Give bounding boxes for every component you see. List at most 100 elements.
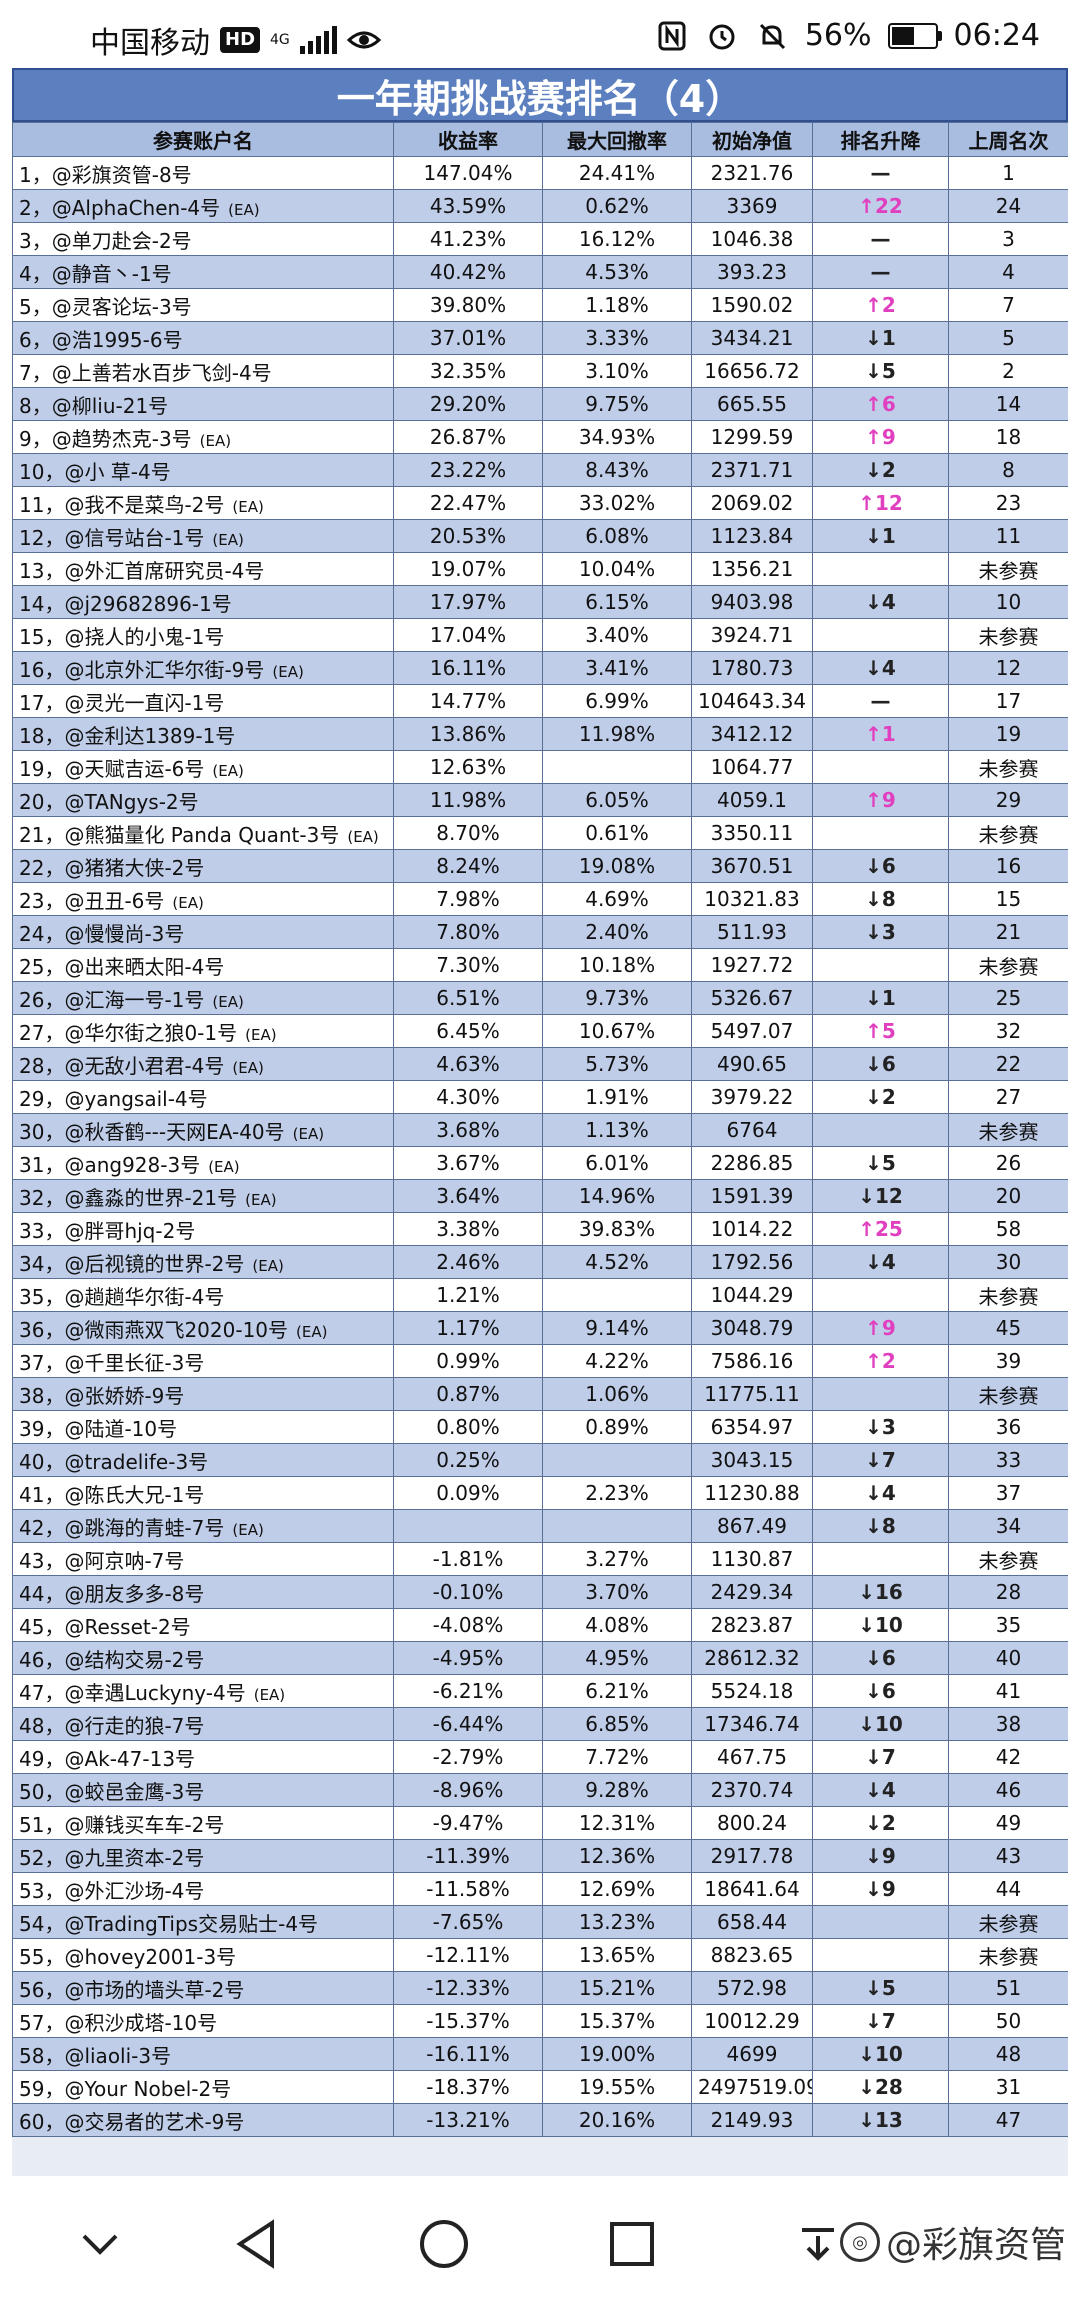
last-week-rank-cell: 未参赛 [948,948,1068,982]
table-row[interactable]: 37，@千里长征-3号 0.99% 4.22% 7586.16 ↑2 39 [12,1344,1068,1378]
return-cell: 13.86% [393,717,543,751]
table-row[interactable]: 49，@Ak-47-13号 -2.79% 7.72% 467.75 ↓7 42 [12,1740,1068,1774]
initial-nav-cell: 2917.78 [691,1839,813,1873]
rank-change-cell: ↑25 [812,1212,949,1246]
table-row[interactable]: 36，@微雨燕双飞2020-10号 (EA) 1.17% 9.14% 3048.79 ↑9… [12,1311,1068,1345]
account-name-cell: 47，@幸遇Luckyny-4号 (EA) [12,1674,394,1708]
account-name: 30，@秋香鹤---天网EA-40号 [19,1119,285,1144]
table-row[interactable]: 10，@小 草-4号 23.22% 8.43% 2371.71 ↓2 8 [12,453,1068,487]
table-row[interactable]: 57，@积沙成塔-10号 -15.37% 15.37% 10012.29 ↓7 50 [12,2004,1068,2038]
table-row[interactable]: 56，@市场的墙头草-2号 -12.33% 15.21% 572.98 ↓5 51 [12,1971,1068,2005]
table-row[interactable]: 8，@柳liu-21号 29.20% 9.75% 665.55 ↑6 14 [12,387,1068,421]
table-row[interactable]: 39，@陆道-10号 0.80% 0.89% 6354.97 ↓3 36 [12,1410,1068,1444]
account-name: 43，@阿京呐-7号 [19,1548,185,1573]
table-row[interactable]: 3，@单刀赴会-2号 41.23% 16.12% 1046.38—3 [12,222,1068,256]
table-row[interactable]: 33，@胖哥hjq-2号 3.38% 39.83% 1014.22 ↑25 58 [12,1212,1068,1246]
table-row[interactable]: 54，@TradingTips交易贴士-4号 -7.65% 13.23% 658.44… [12,1905,1068,1939]
table-row[interactable]: 44，@朋友多多-8号 -0.10% 3.70% 2429.34 ↓16 28 [12,1575,1068,1609]
table-row[interactable]: 13，@外汇首席研究员-4号 19.07% 10.04% 1356.21 未参赛 [12,552,1068,586]
max-drawdown-cell: 6.08% [542,519,692,553]
table-row[interactable]: 7，@上善若水百步飞剑-4号 32.35% 3.10% 16656.72 ↓5 2 [12,354,1068,388]
account-name-cell: 49，@Ak-47-13号 [12,1740,394,1774]
table-row[interactable]: 22，@猪猪大侠-2号 8.24% 19.08% 3670.51 ↓6 16 [12,849,1068,883]
return-cell: 29.20% [393,387,543,421]
table-row[interactable]: 48，@行走的狼-7号 -6.44% 6.85% 17346.74 ↓10 38 [12,1707,1068,1741]
home-icon[interactable] [416,2216,472,2272]
initial-nav-cell: 393.23 [691,255,813,289]
table-row[interactable]: 45，@Resset-2号 -4.08% 4.08% 2823.87 ↓10 35 [12,1608,1068,1642]
notification-shade-icon[interactable] [790,2216,846,2272]
table-row[interactable]: 59，@Your Nobel-2号 -18.37% 19.55% 2497519.09… [12,2070,1068,2104]
rank-change-cell: ↓4 [812,1245,949,1279]
table-row[interactable]: 29，@yangsail-4号 4.30% 1.91% 3979.22 ↓2 27 [12,1080,1068,1114]
table-row[interactable]: 30，@秋香鹤---天网EA-40号 (EA) 3.68% 1.13% 6764 未参赛 [12,1113,1068,1147]
table-row[interactable]: 52，@九里资本-2号 -11.39% 12.36% 2917.78 ↓9 43 [12,1839,1068,1873]
rank-change-cell [812,1542,949,1576]
rank-change-cell: — [812,255,949,289]
table-row[interactable]: 17，@灵光一直闪-1号 14.77% 6.99% 104643.34—17 [12,684,1068,718]
table-row[interactable]: 42，@跳海的青蛙-7号 (EA) 867.49 ↓8 34 [12,1509,1068,1543]
table-row[interactable]: 14，@j29682896-1号 17.97% 6.15% 9403.98 ↓4 10 [12,585,1068,619]
max-drawdown-cell: 7.72% [542,1740,692,1774]
table-row[interactable]: 51，@赚钱买车车-2号 -9.47% 12.31% 800.24 ↓2 49 [12,1806,1068,1840]
table-row[interactable]: 40，@tradelife-3号 0.25% 3043.15 ↓7 33 [12,1443,1068,1477]
rank-change-cell: ↓2 [812,1080,949,1114]
recents-icon[interactable] [604,2216,660,2272]
table-row[interactable]: 5，@灵客论坛-3号 39.80% 1.18% 1590.02 ↑2 7 [12,288,1068,322]
table-row[interactable]: 26，@汇海一号-1号 (EA) 6.51% 9.73% 5326.67 ↓1 25 [12,981,1068,1015]
account-name-cell: 10，@小 草-4号 [12,453,394,487]
rank-change-cell: ↑12 [812,486,949,520]
table-row[interactable]: 24，@慢慢尚-3号 7.80% 2.40% 511.93 ↓3 21 [12,915,1068,949]
table-row[interactable]: 60，@交易者的艺术-9号 -13.21% 20.16% 2149.93 ↓13 47 [12,2103,1068,2137]
last-week-rank-cell: 43 [948,1839,1068,1873]
table-row[interactable]: 1，@彩旗资管-8号 147.04% 24.41% 2321.76—1 [12,156,1068,190]
table-row[interactable]: 50，@蛟邑金鹰-3号 -8.96% 9.28% 2370.74 ↓4 46 [12,1773,1068,1807]
account-name-cell: 33，@胖哥hjq-2号 [12,1212,394,1246]
table-row[interactable]: 20，@TANgys-2号 11.98% 6.05% 4059.1 ↑9 29 [12,783,1068,817]
rank-change-cell: ↓9 [812,1839,949,1873]
collapse-icon[interactable] [72,2216,128,2272]
table-row[interactable]: 27，@华尔街之狼0-1号 (EA) 6.45% 10.67% 5497.07 ↑5 32 [12,1014,1068,1048]
account-name-cell: 45，@Resset-2号 [12,1608,394,1642]
table-row[interactable]: 2，@AlphaChen-4号 (EA) 43.59% 0.62% 3369 ↑22 24 [12,189,1068,223]
table-row[interactable]: 35，@趟趟华尔街-4号 1.21% 1044.29 未参赛 [12,1278,1068,1312]
table-row[interactable]: 53，@外汇沙场-4号 -11.58% 12.69% 18641.64 ↓9 44 [12,1872,1068,1906]
table-row[interactable]: 46，@结构交易-2号 -4.95% 4.95% 28612.32 ↓6 40 [12,1641,1068,1675]
table-row[interactable]: 19，@天赋吉运-6号 (EA) 12.63% 1064.77 未参赛 [12,750,1068,784]
table-row[interactable]: 47，@幸遇Luckyny-4号 (EA) -6.21% 6.21% 5524.18 ↓6… [12,1674,1068,1708]
table-row[interactable]: 43，@阿京呐-7号 -1.81% 3.27% 1130.87 未参赛 [12,1542,1068,1576]
table-row[interactable]: 38，@张娇娇-9号 0.87% 1.06% 11775.11 未参赛 [12,1377,1068,1411]
table-row[interactable]: 4，@静音丶-1号 40.42% 4.53% 393.23—4 [12,255,1068,289]
table-row[interactable]: 9，@趋势杰克-3号 (EA) 26.87% 34.93% 1299.59 ↑9 18 [12,420,1068,454]
table-row[interactable]: 15，@挠人的小鬼-1号 17.04% 3.40% 3924.71 未参赛 [12,618,1068,652]
table-row[interactable]: 12，@信号站台-1号 (EA) 20.53% 6.08% 1123.84 ↓1 11 [12,519,1068,553]
back-icon[interactable] [228,2216,284,2272]
return-cell: 40.42% [393,255,543,289]
table-row[interactable]: 23，@丑丑-6号 (EA) 7.98% 4.69% 10321.83 ↓8 15 [12,882,1068,916]
table-row[interactable]: 55，@hovey2001-3号 -12.11% 13.65% 8823.65 未参赛 [12,1938,1068,1972]
rank-change-cell: ↑9 [812,1311,949,1345]
account-name-cell: 51，@赚钱买车车-2号 [12,1806,394,1840]
table-row[interactable]: 28，@无敌小君君-4号 (EA) 4.63% 5.73% 490.65 ↓6 22 [12,1047,1068,1081]
nfc-icon [655,19,689,53]
max-drawdown-cell: 13.23% [542,1905,692,1939]
table-row[interactable]: 41，@陈氏大兄-1号 0.09% 2.23% 11230.88 ↓4 37 [12,1476,1068,1510]
table-row[interactable]: 31，@ang928-3号 (EA) 3.67% 6.01% 2286.85 ↓5 26 [12,1146,1068,1180]
rank-change-cell: ↓8 [812,882,949,916]
table-header-row: 参赛账户名 收益率 最大回撤率 初始净值 排名升降 上周名次 [12,122,1068,157]
table-row[interactable]: 58，@liaoli-3号 -16.11% 19.00% 4699 ↓10 48 [12,2037,1068,2071]
account-name-cell: 6，@浩1995-6号 [12,321,394,355]
header-rank-change: 排名升降 [812,122,949,157]
table-row[interactable]: 18，@金利达1389-1号 13.86% 11.98% 3412.12 ↑1 19 [12,717,1068,751]
table-row[interactable]: 16，@北京外汇华尔街-9号 (EA) 16.11% 3.41% 1780.73 ↓4 12 [12,651,1068,685]
ranking-table-container[interactable]: 一年期挑战赛排名（4） 参赛账户名 收益率 最大回撤率 初始净值 排名升降 上周… [12,68,1068,2176]
max-drawdown-cell: 2.23% [542,1476,692,1510]
table-row[interactable]: 34，@后视镜的世界-2号 (EA) 2.46% 4.52% 1792.56 ↓4 30 [12,1245,1068,1279]
table-row[interactable]: 6，@浩1995-6号 37.01% 3.33% 3434.21 ↓1 5 [12,321,1068,355]
table-row[interactable]: 21，@熊猫量化 Panda Quant-3号 (EA) 8.70% 0.61% 335… [12,816,1068,850]
table-row[interactable]: 11，@我不是菜鸟-2号 (EA) 22.47% 33.02% 2069.02 ↑12 23 [12,486,1068,520]
return-cell: -11.58% [393,1872,543,1906]
account-name: 50，@蛟邑金鹰-3号 [19,1779,205,1804]
table-row[interactable]: 32，@鑫淼的世界-21号 (EA) 3.64% 14.96% 1591.39 ↓12 20 [12,1179,1068,1213]
table-row[interactable]: 25，@出来晒太阳-4号 7.30% 10.18% 1927.72 未参赛 [12,948,1068,982]
